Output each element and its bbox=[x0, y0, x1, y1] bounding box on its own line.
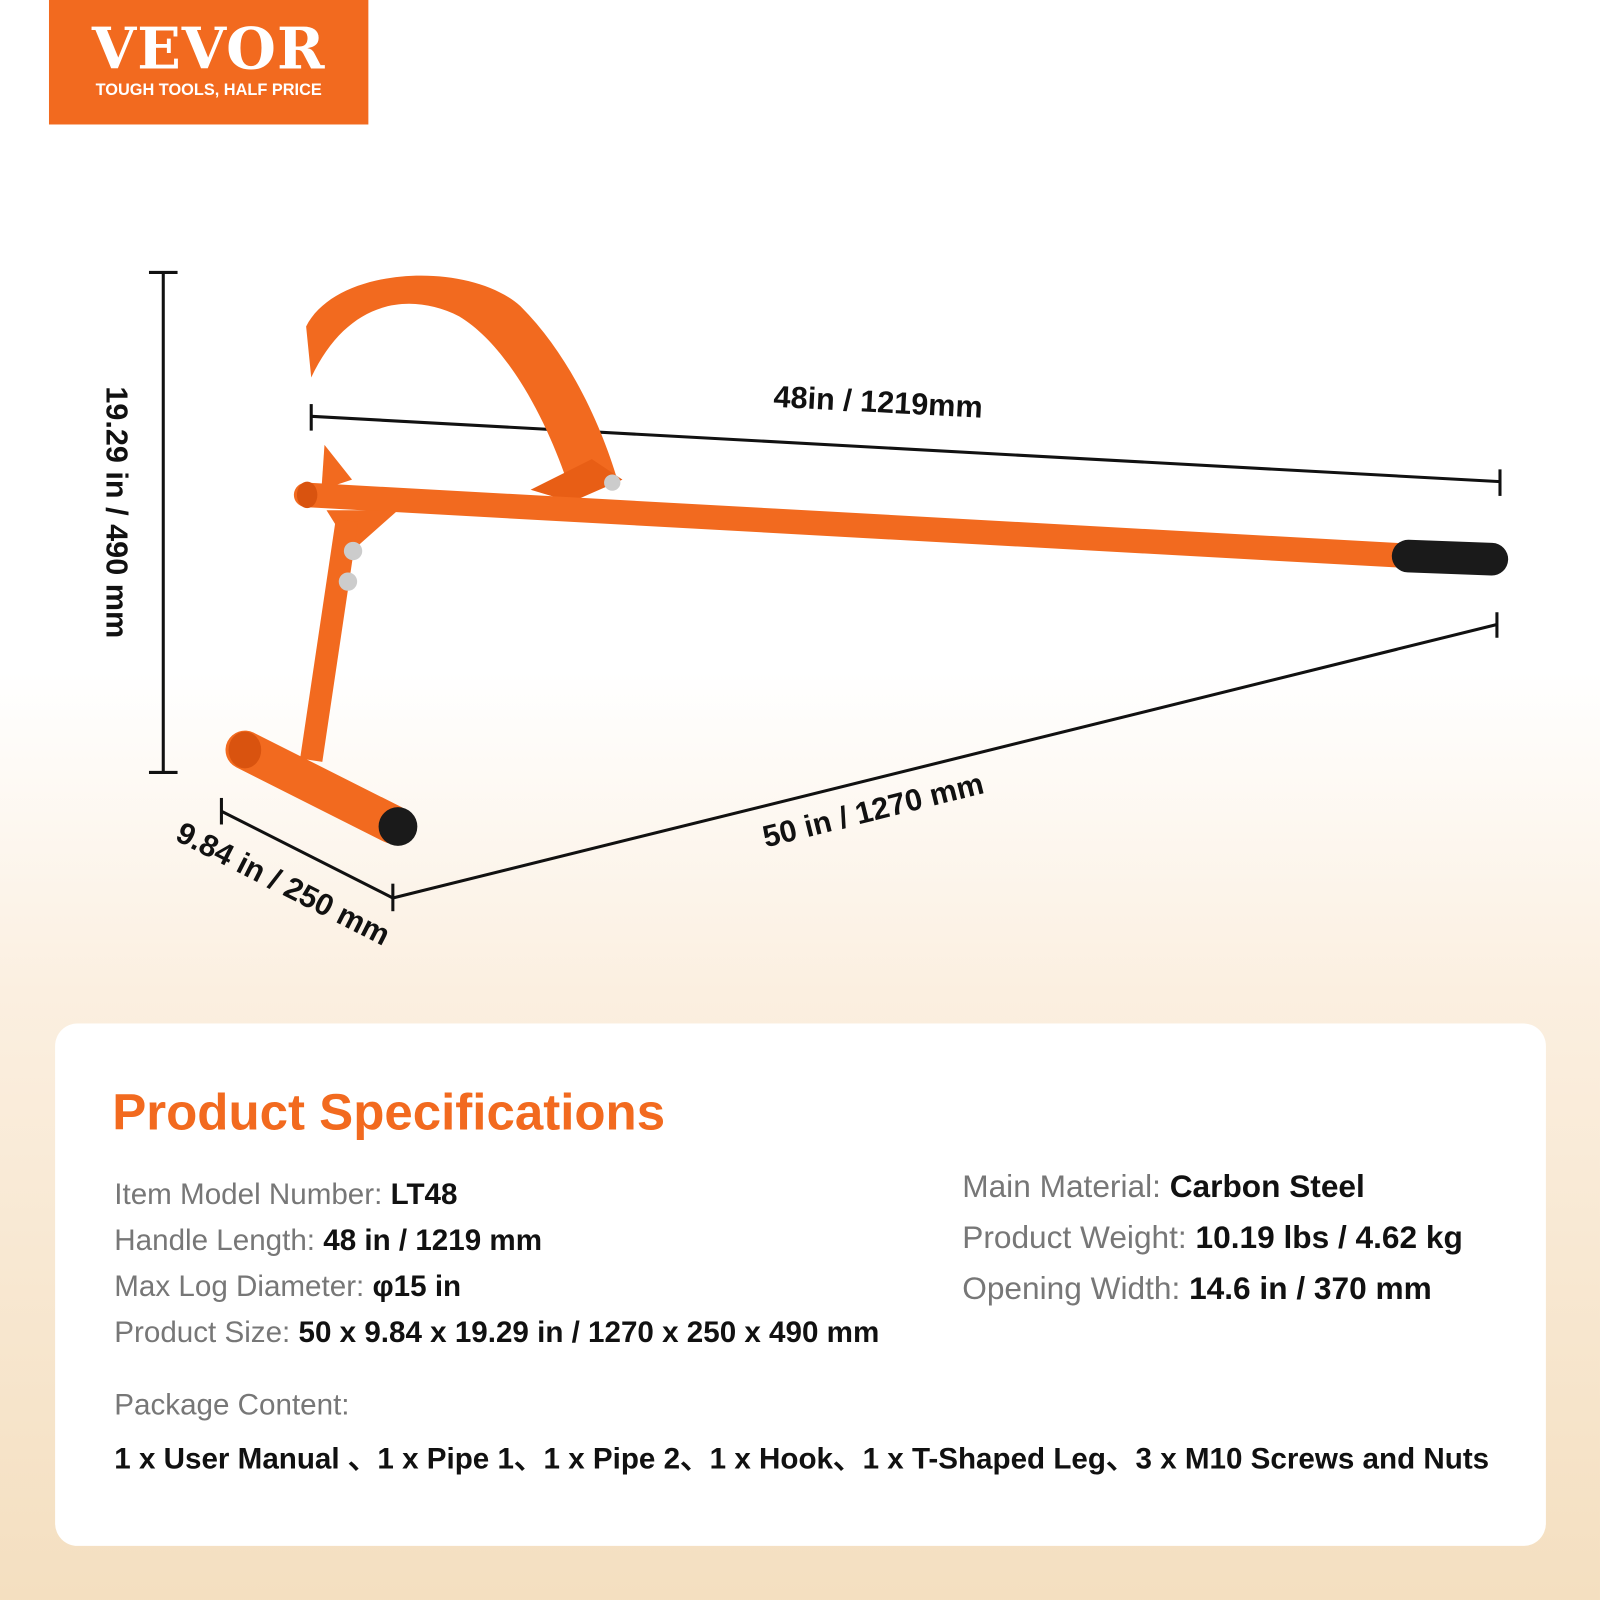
height-label: 19.29 in / 490 mm bbox=[99, 386, 134, 639]
spec-label: Product Weight: bbox=[962, 1219, 1187, 1256]
logo-tagline: TOUGH TOOLS, HALF PRICE bbox=[95, 81, 322, 99]
spec-label: Max Log Diameter: bbox=[114, 1270, 365, 1304]
spec-value: 50 x 9.84 x 19.29 in / 1270 x 250 x 490 … bbox=[298, 1316, 880, 1349]
spec-value: 10.19 lbs / 4.62 kg bbox=[1195, 1219, 1463, 1256]
package-content-value: 1 x User Manual 、1 x Pipe 1、1 x Pipe 2、1… bbox=[114, 1442, 1490, 1476]
specs-title: Product Specifications bbox=[112, 1083, 666, 1141]
spec-label: Handle Length: bbox=[114, 1224, 316, 1258]
tool-body bbox=[225, 275, 1509, 846]
spec-label: Product Size: bbox=[114, 1316, 291, 1349]
logo-brand: VEVOR bbox=[91, 15, 326, 83]
spec-row: Product Size: 50 x 9.84 x 19.29 in / 127… bbox=[114, 1316, 879, 1350]
spec-row: Opening Width: 14.6 in / 370 mm bbox=[962, 1270, 1431, 1307]
vevor-logo: VEVOR TOUGH TOOLS, HALF PRICE bbox=[48, 0, 369, 125]
spec-label: Opening Width: bbox=[962, 1270, 1181, 1307]
spec-row: Max Log Diameter: φ15 in bbox=[114, 1270, 461, 1304]
package-content-label: Package Content: bbox=[114, 1388, 350, 1422]
log-peavey-illustration bbox=[148, 270, 1509, 912]
specifications-card: Product Specifications Item Model Number… bbox=[55, 1023, 1546, 1546]
dimension-lines bbox=[148, 270, 1502, 912]
spec-value: 14.6 in / 370 mm bbox=[1189, 1270, 1432, 1307]
spec-row: Product Weight: 10.19 lbs / 4.62 kg bbox=[962, 1219, 1463, 1256]
spec-value: LT48 bbox=[390, 1178, 458, 1212]
spec-value: φ15 in bbox=[372, 1270, 462, 1304]
spec-row: Item Model Number: LT48 bbox=[114, 1179, 457, 1213]
spec-row: Main Material: Carbon Steel bbox=[962, 1168, 1365, 1205]
spec-row: Handle Length: 48 in / 1219 mm bbox=[114, 1224, 542, 1258]
spec-label: Main Material: bbox=[962, 1168, 1161, 1205]
spec-value: 48 in / 1219 mm bbox=[323, 1224, 543, 1258]
spec-value: Carbon Steel bbox=[1169, 1168, 1365, 1205]
spec-label: Item Model Number: bbox=[114, 1178, 383, 1212]
